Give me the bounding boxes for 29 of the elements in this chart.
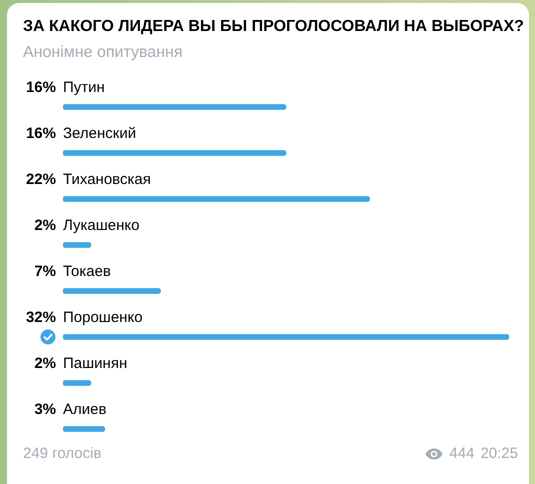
bar — [63, 288, 161, 294]
y-tick-label: Токаев — [63, 263, 111, 280]
data-label: 22% — [26, 171, 56, 188]
data-label: 2% — [34, 217, 56, 234]
bar — [63, 150, 286, 156]
y-tick-label: Порошенко — [63, 309, 143, 326]
data-label: 16% — [26, 125, 56, 142]
bar — [63, 242, 92, 248]
chart-title: ЗА КАКОГО ЛИДЕРА ВЫ БЫ ПРОГОЛОСОВАЛИ НА ВЫБОРАХ? — [23, 18, 524, 36]
data-label: 3% — [34, 401, 56, 418]
data-label: 32% — [26, 309, 56, 326]
y-tick-label: Пашинян — [63, 355, 128, 372]
data-label: 16% — [26, 79, 56, 96]
bar — [63, 196, 370, 202]
y-tick-label: Лукашенко — [63, 217, 140, 234]
bar — [63, 426, 106, 432]
bar — [63, 334, 509, 340]
text: 20:25 — [480, 445, 518, 462]
bar — [63, 104, 286, 110]
text: 249 голосів — [23, 445, 102, 462]
text: 444 — [449, 445, 474, 462]
bar — [63, 380, 92, 386]
chart-subtitle: Анонімне опитування — [23, 44, 183, 62]
y-tick-label: Зеленский — [63, 125, 136, 142]
y-tick-label: Путин — [63, 79, 105, 96]
data-label: 2% — [34, 355, 56, 372]
data-label: 7% — [34, 263, 56, 280]
y-tick-label: Алиев — [63, 401, 106, 418]
y-tick-label: Тихановская — [63, 171, 151, 188]
